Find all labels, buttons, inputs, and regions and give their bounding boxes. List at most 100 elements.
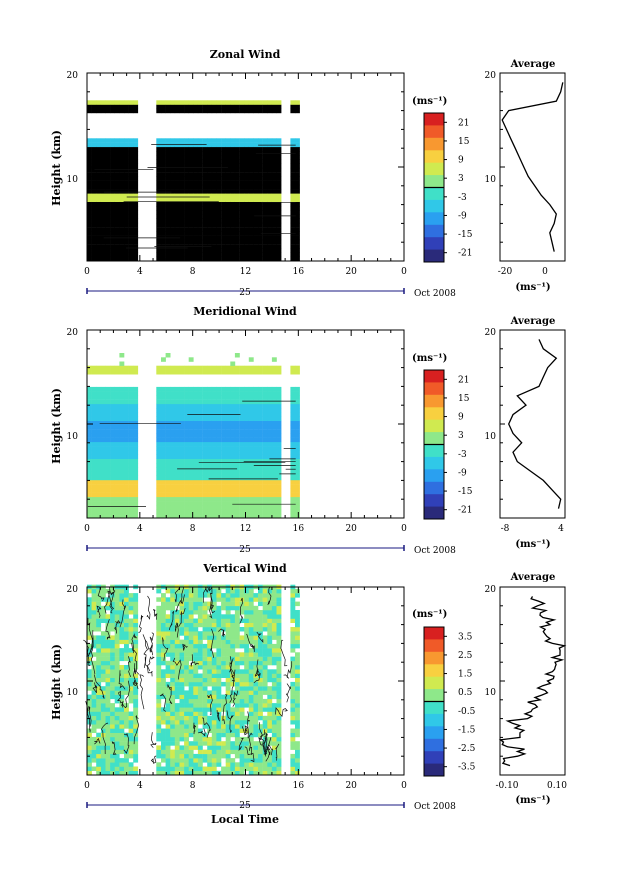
- heatmap-cell: [271, 770, 277, 776]
- heatmap-cell: [170, 386, 176, 392]
- heatmap-cell: [188, 189, 194, 194]
- heatmap-cell: [258, 677, 263, 683]
- heatmap-cell: [87, 222, 92, 228]
- heatmap-cell: [188, 172, 194, 177]
- heatmap-cell: [197, 618, 203, 623]
- heatmap-cell: [207, 639, 213, 645]
- heatmap-cell: [197, 741, 203, 746]
- heatmap-cell: [133, 610, 139, 615]
- heatmap-cell: [184, 146, 189, 152]
- heatmap-cell: [100, 770, 106, 776]
- heatmap-cell: [234, 214, 240, 219]
- heatmap-cell: [290, 108, 296, 114]
- heatmap-cell: [258, 631, 263, 636]
- heatmap-cell: [119, 501, 125, 506]
- heatmap-cell: [290, 189, 296, 194]
- heatmap-cell: [174, 159, 180, 164]
- heatmap-cell: [258, 450, 263, 455]
- y-tick-label: 10: [67, 688, 79, 698]
- heatmap-cell: [179, 433, 185, 438]
- heatmap-cell: [174, 707, 180, 712]
- heatmap-cell: [211, 222, 217, 228]
- heatmap-cell: [276, 239, 282, 245]
- heatmap-cell: [87, 214, 92, 219]
- heatmap-cell: [295, 155, 300, 160]
- heatmap-cell: [179, 408, 185, 413]
- heatmap-cell: [267, 172, 273, 177]
- heatmap-cell: [197, 446, 203, 451]
- heatmap-cell: [91, 484, 97, 489]
- heatmap-cell: [91, 222, 97, 228]
- heatmap-cell: [161, 227, 166, 232]
- heatmap-cell: [239, 138, 245, 143]
- heatmap-cell: [271, 450, 277, 455]
- heatmap-cell: [262, 605, 268, 611]
- heatmap-cell: [96, 597, 102, 602]
- heatmap-cell: [124, 395, 129, 400]
- heatmap-cell: [276, 197, 282, 202]
- heatmap-cell: [295, 720, 300, 725]
- heatmap-cell: [100, 711, 106, 716]
- heatmap-cell: [110, 180, 115, 186]
- heatmap-cell: [290, 593, 296, 598]
- heatmap-cell: [156, 108, 162, 114]
- heatmap-cell: [91, 167, 97, 173]
- heatmap-cell: [211, 210, 217, 215]
- heatmap-cell: [248, 433, 254, 438]
- heatmap-cell: [234, 227, 240, 232]
- heatmap-cell: [234, 745, 240, 750]
- heatmap-cell: [239, 441, 245, 447]
- heatmap-cell: [114, 197, 120, 202]
- heatmap-cell: [105, 488, 111, 493]
- heatmap-cell: [290, 656, 296, 662]
- heatmap-cell: [165, 631, 171, 636]
- heatmap-cell: [221, 235, 226, 241]
- heatmap-cell: [156, 745, 162, 750]
- heatmap-cell: [262, 753, 268, 759]
- heatmap-cell: [239, 618, 245, 623]
- heatmap-cell: [156, 437, 162, 443]
- heatmap-cell: [276, 189, 282, 194]
- heatmap-cell: [262, 643, 268, 649]
- heatmap-cell: [230, 206, 236, 211]
- heatmap-cell: [184, 614, 189, 619]
- heatmap-cell: [91, 728, 97, 733]
- heatmap-cell: [253, 648, 259, 653]
- heatmap-cell: [230, 597, 236, 602]
- heatmap-cell: [271, 703, 277, 708]
- heatmap-cell: [221, 652, 226, 657]
- heatmap-cell: [96, 386, 102, 392]
- heatmap-cell: [161, 214, 166, 219]
- heatmap-meridional: [86, 329, 405, 519]
- heatmap-cell: [253, 677, 259, 683]
- heatmap-cell: [124, 475, 129, 481]
- heatmap-cell: [110, 471, 115, 476]
- heatmap-cell: [105, 724, 111, 729]
- heatmap-cell: [221, 184, 226, 190]
- heatmap-cell: [248, 475, 254, 481]
- heatmap-cell: [225, 588, 231, 594]
- heatmap-cell: [258, 412, 263, 417]
- heatmap-cell: [216, 505, 222, 510]
- heatmap-cell: [262, 488, 268, 493]
- heatmap-cell: [105, 639, 111, 645]
- heatmap-cell: [221, 753, 226, 759]
- heatmap-cell: [156, 703, 162, 708]
- heatmap-cell: [91, 395, 97, 400]
- heatmap-cell: [110, 648, 115, 653]
- heatmap-cell: [161, 736, 166, 742]
- contour-line: [144, 639, 154, 656]
- heatmap-cell: [244, 138, 250, 143]
- heatmap-cell: [262, 652, 268, 657]
- heatmap-cell: [239, 395, 245, 400]
- heatmap-cell: [96, 167, 102, 173]
- heatmap-cell: [133, 142, 139, 148]
- heatmap-cell: [267, 239, 273, 245]
- heatmap-cell: [119, 665, 125, 670]
- contour-line: [96, 605, 102, 618]
- heatmap-cell: [211, 370, 217, 375]
- heatmap-cell: [202, 711, 208, 716]
- heatmap-cell: [253, 210, 259, 215]
- heatmap-cell: [128, 631, 134, 636]
- heatmap-cell: [156, 622, 162, 628]
